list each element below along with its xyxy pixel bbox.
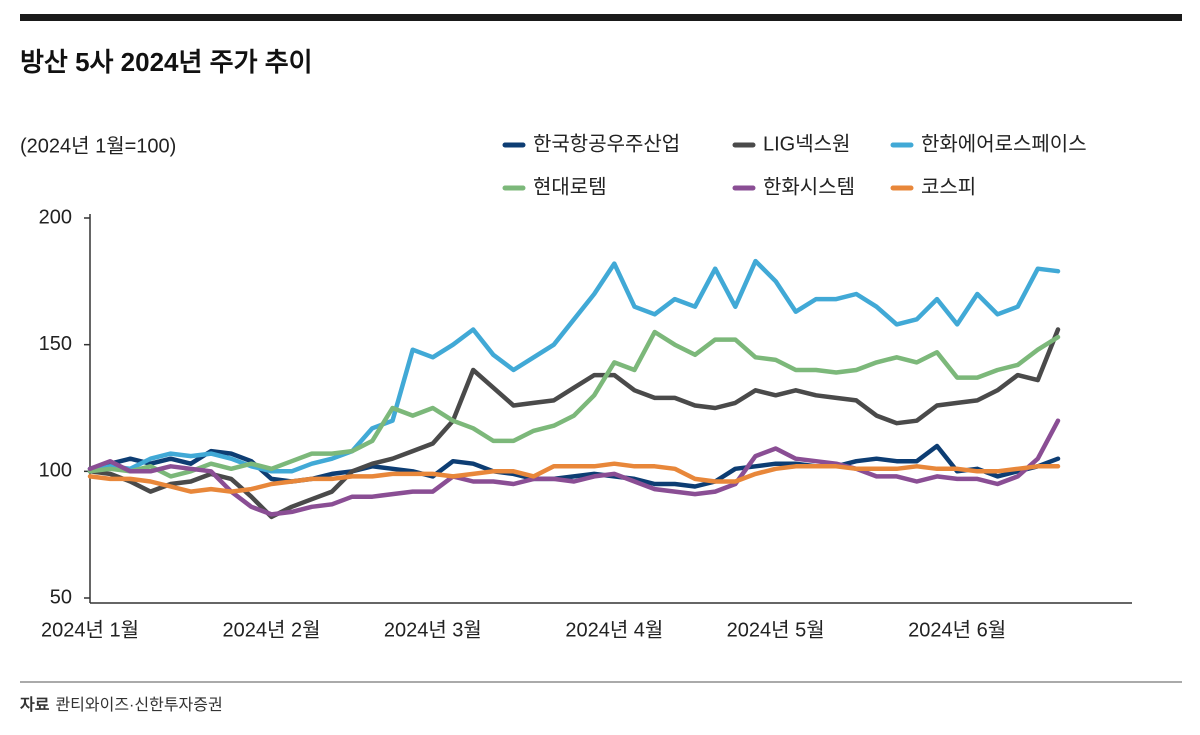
y-tick-label: 50 bbox=[50, 586, 72, 608]
source-label: 자료 bbox=[20, 696, 50, 714]
legend-label: LIG넥스원 bbox=[763, 132, 850, 155]
y-tick-label: 200 bbox=[39, 206, 72, 228]
series-line bbox=[87, 327, 1061, 520]
series-line bbox=[87, 443, 1061, 489]
y-tick-label: 150 bbox=[39, 333, 72, 355]
x-tick-label: 2024년 3월 bbox=[384, 618, 482, 641]
series-line bbox=[87, 329, 1061, 479]
chart-title: 방산 5사 2024년 주가 추이 bbox=[20, 47, 313, 77]
legend-label: 한국항공우주산업 bbox=[533, 132, 680, 155]
source: 자료 콴티와이즈·신한투자증권 bbox=[20, 696, 223, 714]
legend-label: 코스피 bbox=[921, 175, 976, 198]
source-text: 콴티와이즈·신한투자증권 bbox=[55, 696, 222, 714]
top-rule bbox=[20, 14, 1182, 21]
x-tick-label: 2024년 1월 bbox=[41, 618, 139, 641]
series-line bbox=[87, 258, 1061, 474]
y-tick-label: 100 bbox=[39, 460, 72, 482]
x-tick-label: 2024년 5월 bbox=[727, 618, 825, 641]
x-tick-label: 2024년 6월 bbox=[908, 618, 1006, 641]
legend-label: 한화에어로스페이스 bbox=[921, 132, 1087, 155]
x-tick-label: 2024년 2월 bbox=[223, 618, 321, 641]
subtitle: (2024년 1월=100) bbox=[20, 134, 176, 157]
legend-label: 한화시스템 bbox=[763, 175, 855, 198]
legend-label: 현대로템 bbox=[533, 175, 607, 198]
series-line bbox=[87, 418, 1061, 517]
series-line bbox=[87, 461, 1061, 494]
x-tick-label: 2024년 4월 bbox=[565, 618, 663, 641]
